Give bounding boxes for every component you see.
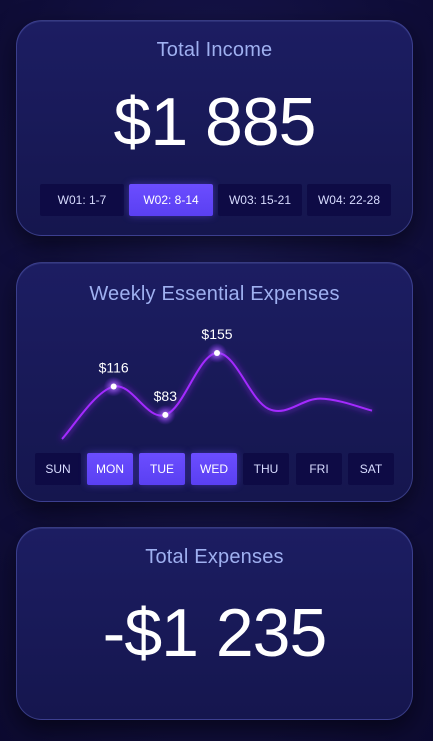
- week-tab-w03[interactable]: W03: 15-21: [218, 184, 302, 216]
- weekly-expenses-title: Weekly Essential Expenses: [89, 283, 340, 305]
- day-tab-sun[interactable]: SUN: [35, 453, 81, 485]
- total-expenses-card: Total Expenses -$1 235: [16, 527, 413, 720]
- week-tabs: W01: 1-7 W02: 8-14 W03: 15-21 W04: 22-28: [40, 184, 391, 216]
- total-expenses-title: Total Expenses: [145, 546, 284, 568]
- day-tab-mon[interactable]: MON: [87, 453, 133, 485]
- week-tab-w04[interactable]: W04: 22-28: [307, 184, 391, 216]
- data-label-wed: $155: [201, 326, 232, 342]
- total-income-value: $1 885: [113, 84, 317, 160]
- day-tab-tue[interactable]: TUE: [139, 453, 185, 485]
- total-income-title: Total Income: [156, 39, 273, 61]
- week-tab-w01[interactable]: W01: 1-7: [40, 184, 124, 216]
- total-expenses-value: -$1 235: [102, 595, 328, 671]
- day-tab-thu[interactable]: THU: [243, 453, 289, 485]
- day-tab-wed[interactable]: WED: [191, 453, 237, 485]
- data-point-mon[interactable]: [110, 383, 117, 390]
- week-tab-w02[interactable]: W02: 8-14: [129, 184, 213, 216]
- data-label-mon: $116: [99, 360, 129, 376]
- day-tab-sat[interactable]: SAT: [348, 453, 394, 485]
- data-point-wed[interactable]: [214, 350, 220, 356]
- data-label-tue: $83: [154, 388, 178, 404]
- total-income-card: Total Income $1 885 W01: 1-7 W02: 8-14 W…: [16, 20, 413, 236]
- day-tabs: SUN MON TUE WED THU FRI SAT: [35, 453, 395, 485]
- day-tab-fri[interactable]: FRI: [296, 453, 342, 485]
- weekly-expenses-chart: $116 $83 $155: [61, 326, 373, 440]
- data-point-tue[interactable]: [162, 411, 169, 418]
- weekly-expenses-card: Weekly Essential Expenses $116 $83 $155 SU…: [16, 262, 413, 502]
